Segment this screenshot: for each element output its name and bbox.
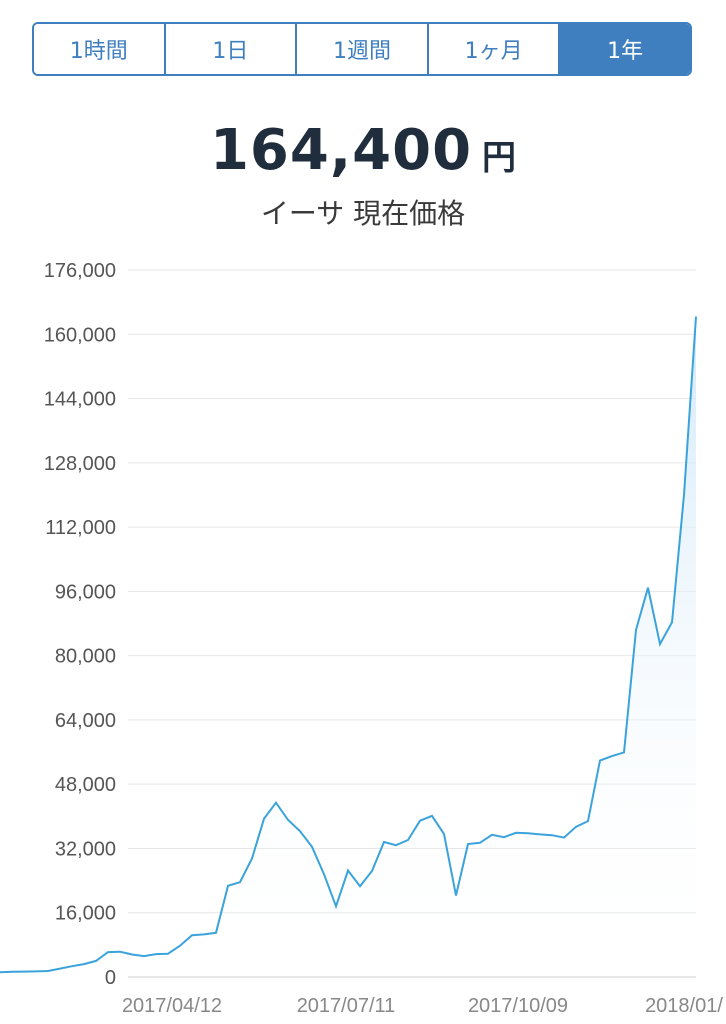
y-tick-label: 176,000 bbox=[44, 260, 116, 282]
price-display: 164,400 円 bbox=[0, 118, 726, 183]
price-unit: 円 bbox=[482, 138, 517, 178]
price-area bbox=[0, 316, 696, 978]
y-tick-label: 160,000 bbox=[44, 324, 116, 346]
y-tick-label: 48,000 bbox=[55, 774, 116, 796]
timeframe-tabs: 1時間 1日 1週間 1ヶ月 1年 bbox=[32, 22, 692, 76]
y-tick-label: 112,000 bbox=[45, 517, 116, 539]
y-axis-labels: 176,000 160,000 144,000 128,000 112,000 96,00… bbox=[44, 260, 116, 989]
x-tick-label: 2018/01/ bbox=[645, 995, 723, 1017]
tab-1day[interactable]: 1日 bbox=[165, 24, 298, 74]
price-subtitle: イーサ 現在価格 bbox=[260, 197, 466, 230]
tab-1month[interactable]: 1ヶ月 bbox=[428, 24, 561, 74]
y-tick-label: 96,000 bbox=[55, 581, 116, 603]
current-price: 164,400 bbox=[209, 118, 473, 183]
x-tick-label: 2017/07/11 bbox=[297, 995, 396, 1017]
x-tick-label: 2017/04/12 bbox=[122, 995, 222, 1017]
y-tick-label: 16,000 bbox=[55, 903, 116, 925]
y-tick-label: 64,000 bbox=[55, 710, 116, 732]
y-tick-label: 144,000 bbox=[44, 389, 116, 411]
y-tick-label: 128,000 bbox=[44, 453, 116, 475]
y-tick-label: 32,000 bbox=[55, 838, 116, 860]
tab-1hour[interactable]: 1時間 bbox=[34, 24, 166, 74]
y-tick-label: 0 bbox=[105, 967, 116, 989]
price-points bbox=[0, 316, 697, 973]
tab-1year[interactable]: 1年 bbox=[560, 24, 690, 74]
tab-1week[interactable]: 1週間 bbox=[297, 24, 429, 74]
x-axis-labels: 2017/04/12 2017/07/11 2017/10/09 2018/01/ bbox=[122, 995, 723, 1017]
x-tick-label: 2017/10/09 bbox=[468, 995, 568, 1017]
y-tick-label: 80,000 bbox=[55, 646, 116, 668]
